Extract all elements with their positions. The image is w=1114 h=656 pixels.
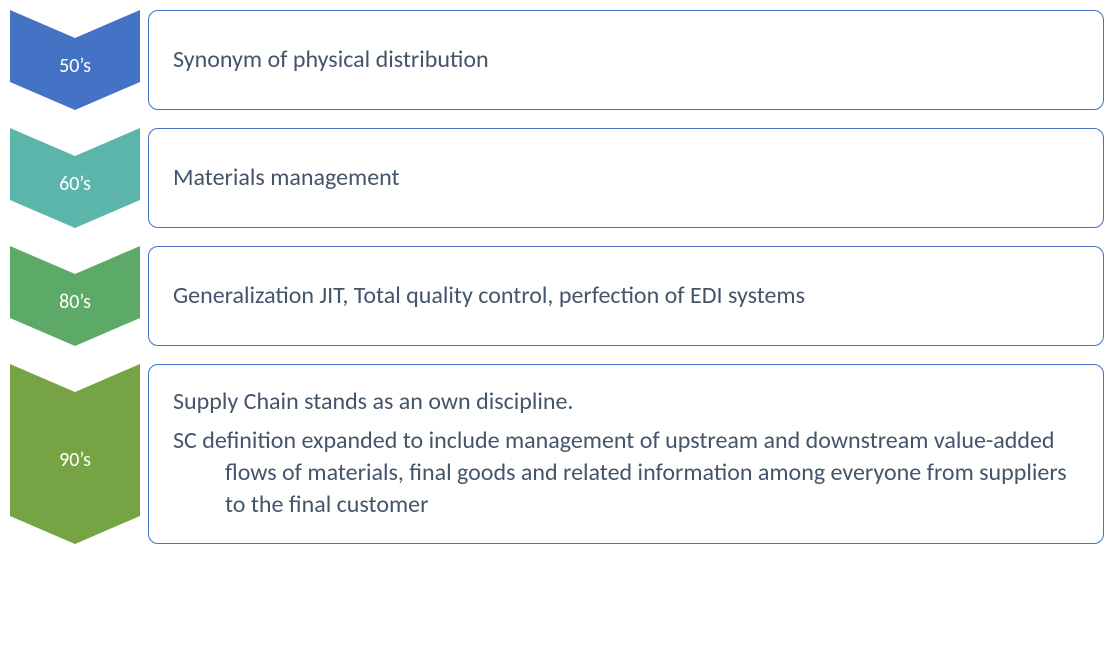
timeline-row: 80’s Generalization JIT, Total quality co… [10, 246, 1104, 346]
chevron-label: 80’s [59, 290, 91, 314]
chevron-label: 50’s [59, 54, 91, 78]
chevron-90s: 90’s [10, 364, 140, 544]
content-line: Materials management [173, 162, 1079, 194]
content-line: Generalization JIT, Total quality contro… [173, 280, 1079, 312]
chevron-80s: 80’s [10, 246, 140, 346]
content-box: Generalization JIT, Total quality contro… [148, 246, 1104, 346]
content-box: Materials management [148, 128, 1104, 228]
timeline-row: 50’s Synonym of physical distribution [10, 10, 1104, 110]
content-box: Synonym of physical distribution [148, 10, 1104, 110]
chevron-label: 60’s [59, 172, 91, 196]
chevron-60s: 60’s [10, 128, 140, 228]
timeline-row: 90’s Supply Chain stands as an own discip… [10, 364, 1104, 544]
content-line: SC definition expanded to include manage… [173, 425, 1079, 522]
timeline-diagram: 50’s Synonym of physical distribution 60’… [10, 10, 1104, 544]
content-line: Supply Chain stands as an own discipline… [173, 386, 1079, 418]
chevron-50s: 50’s [10, 10, 140, 110]
timeline-row: 60’s Materials management [10, 128, 1104, 228]
content-line: Synonym of physical distribution [173, 44, 1079, 76]
content-box: Supply Chain stands as an own discipline… [148, 364, 1104, 544]
chevron-label: 90’s [59, 448, 91, 472]
